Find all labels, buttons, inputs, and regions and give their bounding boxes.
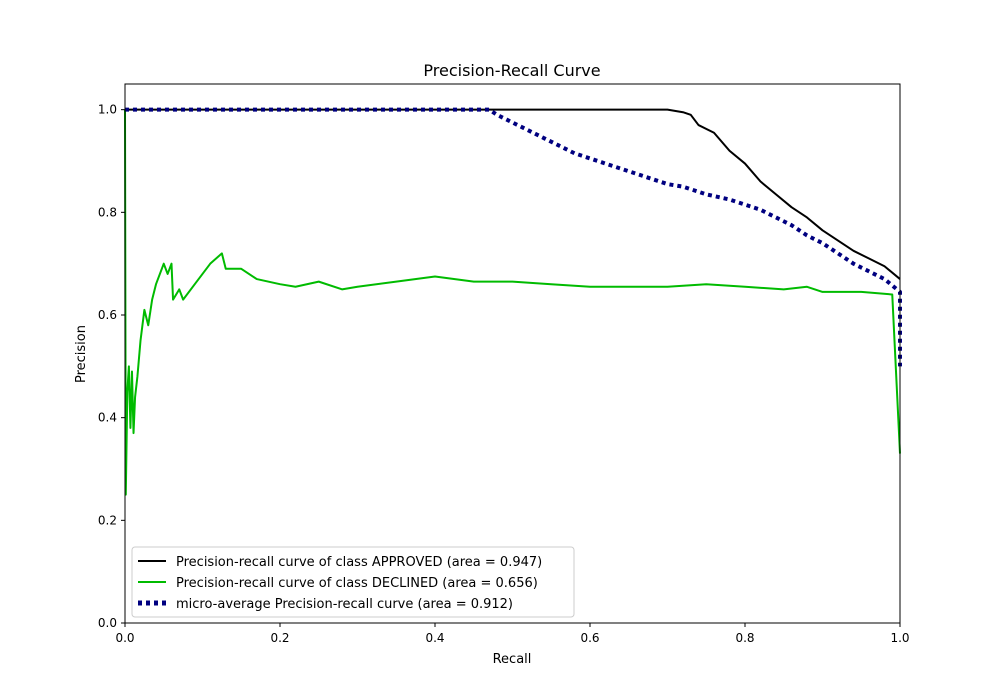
y-axis-label: Precision	[74, 325, 89, 383]
x-tick-label: 0.8	[735, 631, 754, 645]
y-axis-ticks: 0.0 0.2 0.4 0.6 0.8 1.0	[98, 103, 125, 630]
y-tick-label: 0.6	[98, 308, 117, 322]
legend-label-0: Precision-recall curve of class APPROVED…	[176, 555, 542, 570]
y-tick-label: 1.0	[98, 103, 117, 117]
x-axis-label: Recall	[493, 652, 532, 667]
series-line-1	[124, 109, 901, 496]
y-tick-label: 0.2	[98, 513, 117, 527]
x-tick-label: 0.0	[115, 631, 134, 645]
x-axis-ticks: 0.0 0.2 0.4 0.6 0.8 1.0	[115, 623, 910, 645]
x-tick-label: 0.4	[425, 631, 444, 645]
x-tick-label: 0.6	[580, 631, 599, 645]
y-tick-label: 0.0	[98, 616, 117, 630]
legend-label-2: micro-average Precision-recall curve (ar…	[176, 597, 513, 612]
legend-box	[131, 546, 575, 618]
series-line-0	[125, 108, 901, 280]
x-tick-label: 1.0	[890, 631, 909, 645]
plot-lines	[124, 107, 902, 496]
y-tick-label: 0.8	[98, 205, 117, 219]
chart-title: Precision-Recall Curve	[423, 61, 600, 80]
plot-frame	[124, 83, 901, 624]
legend-label-1: Precision-recall curve of class DECLINED…	[176, 576, 538, 591]
legend: Precision-recall curve of class APPROVED…	[131, 546, 575, 618]
y-tick-label: 0.4	[98, 411, 117, 425]
x-tick-label: 0.2	[270, 631, 289, 645]
series-line-2	[125, 107, 902, 367]
